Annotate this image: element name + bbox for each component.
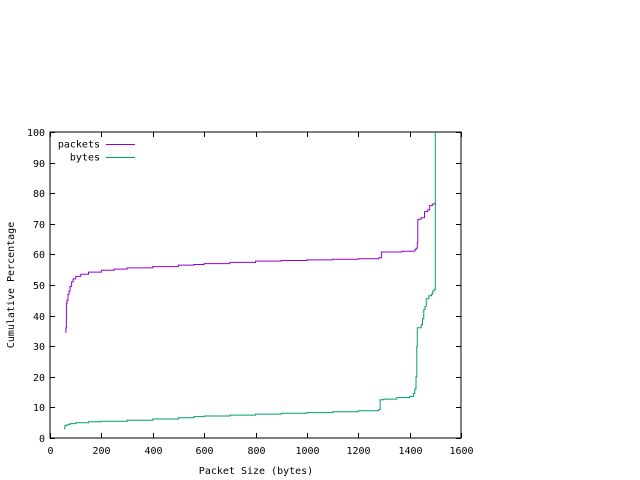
y-tick-label: 100 <box>27 128 45 139</box>
axes: 0 200 400 600 800 1000 1200 1400 1600 0 10 20 30 40 50… <box>27 128 474 457</box>
x-tick-label: 800 <box>247 446 265 457</box>
y-axis-label: Cumulative Percentage <box>6 222 17 348</box>
y-tick-label: 50 <box>33 281 45 292</box>
y-tick-label: 70 <box>33 220 45 231</box>
x-axis-label: Packet Size (bytes) <box>199 466 313 477</box>
x-tick-label: 1000 <box>295 446 319 457</box>
y-tick-label: 10 <box>33 403 45 414</box>
plot-border <box>49 131 462 439</box>
legend-label-packets: packets <box>58 140 100 151</box>
y-tick-label: 90 <box>33 159 45 170</box>
series-line-packets <box>65 202 436 333</box>
x-tick-label: 1600 <box>449 446 473 457</box>
y-tick-label: 0 <box>39 434 45 445</box>
y-tick-label: 20 <box>33 373 45 384</box>
series-lines <box>64 132 436 430</box>
x-tick-label: 200 <box>92 446 110 457</box>
x-tick-label: 600 <box>195 446 213 457</box>
y-tick-label: 80 <box>33 189 45 200</box>
y-tick-label: 40 <box>33 312 45 323</box>
series-line-bytes <box>64 132 436 430</box>
y-tick-label: 60 <box>33 250 45 261</box>
y-tick-label: 30 <box>33 342 45 353</box>
x-tick-label: 1400 <box>398 446 422 457</box>
x-tick-label: 400 <box>144 446 162 457</box>
x-tick-label: 1200 <box>346 446 370 457</box>
legend: packets bytes <box>58 140 135 164</box>
x-tick-label: 0 <box>47 446 53 457</box>
legend-label-bytes: bytes <box>70 153 100 164</box>
